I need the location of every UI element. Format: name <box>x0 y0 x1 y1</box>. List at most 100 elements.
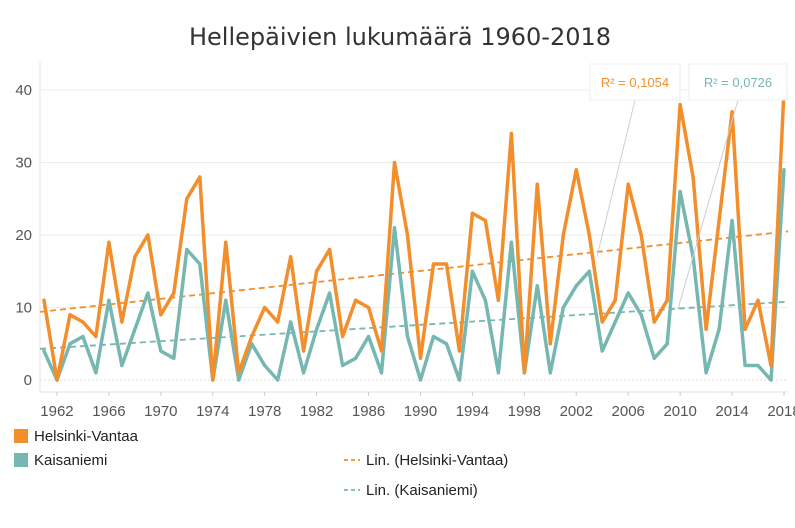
r2-leader-line <box>596 99 636 257</box>
data-point <box>237 378 241 382</box>
data-point <box>756 363 760 368</box>
y-tick-label: 10 <box>15 300 32 317</box>
data-point <box>185 197 189 201</box>
data-point <box>146 233 150 237</box>
data-point <box>379 371 384 375</box>
data-point <box>68 313 72 317</box>
data-point <box>769 378 773 382</box>
legend-swatch <box>14 429 28 443</box>
data-point <box>496 298 500 302</box>
y-tick-label: 30 <box>15 155 32 172</box>
data-point <box>483 298 488 302</box>
chart-title: Hellepäivien lukumäärä 1960-2018 <box>189 23 611 51</box>
data-point <box>470 211 475 215</box>
axes: 0 10 20 30 40 1962 1966 1970 1974 1978 1982 1986 199… <box>15 62 795 420</box>
data-point <box>600 320 604 324</box>
data-point <box>444 342 449 346</box>
data-point <box>250 334 254 339</box>
data-point <box>133 255 137 259</box>
x-tick-label: 1970 <box>144 403 177 420</box>
data-point <box>133 327 137 331</box>
data-point <box>431 262 436 266</box>
data-point <box>211 378 215 382</box>
data-point <box>691 175 695 179</box>
r2-label: R² = 0,0726 <box>704 75 772 90</box>
data-point <box>483 218 488 223</box>
series-lines <box>42 88 786 382</box>
x-tick-label: 2006 <box>612 403 645 420</box>
data-point <box>639 313 643 317</box>
data-point <box>574 168 578 172</box>
x-tick-label: 1962 <box>40 403 73 420</box>
y-tick-label: 40 <box>15 82 32 99</box>
data-point <box>107 240 111 244</box>
data-point <box>509 240 513 244</box>
data-point <box>587 233 591 237</box>
data-point <box>42 349 46 353</box>
data-point <box>81 334 85 339</box>
x-tick-label: 1974 <box>196 403 229 420</box>
data-point <box>639 233 643 237</box>
data-point <box>457 378 462 382</box>
legend-label: Lin. (Kaisaniemi) <box>366 482 478 499</box>
data-point <box>431 334 436 339</box>
data-point <box>587 269 591 273</box>
legend-label: Kaisaniemi <box>34 452 107 469</box>
data-point <box>172 356 176 360</box>
data-point <box>120 363 124 368</box>
data-point <box>626 182 630 186</box>
data-point <box>315 269 319 273</box>
data-point <box>198 262 202 266</box>
data-point <box>561 305 565 310</box>
data-point <box>652 320 656 324</box>
data-point <box>522 371 526 375</box>
data-point <box>652 356 656 360</box>
data-point <box>509 131 513 136</box>
data-point <box>340 363 345 368</box>
data-point <box>224 240 228 244</box>
legend-swatch <box>14 453 28 467</box>
data-point <box>172 291 176 295</box>
data-point <box>276 378 280 382</box>
data-point <box>94 334 98 339</box>
data-point <box>717 327 721 331</box>
data-point <box>328 247 332 252</box>
trendline-helsinki-vantaa <box>39 230 789 313</box>
x-tick-label: 1990 <box>404 403 437 420</box>
data-point <box>613 320 617 324</box>
data-point <box>159 349 163 353</box>
data-point <box>678 102 682 107</box>
data-point <box>353 298 358 302</box>
data-point <box>146 291 150 295</box>
data-point <box>340 334 345 339</box>
data-point <box>782 168 786 172</box>
series-line-kaisaniemi <box>42 168 786 382</box>
data-point <box>730 218 734 223</box>
y-tick-label: 20 <box>15 227 32 244</box>
data-point <box>548 371 552 375</box>
data-point <box>315 327 319 331</box>
data-point <box>665 298 669 302</box>
data-point <box>678 189 682 194</box>
x-tick-label: 1986 <box>352 403 385 420</box>
data-point <box>379 349 384 353</box>
data-point <box>704 371 708 375</box>
x-tick-label: 1994 <box>456 403 489 420</box>
data-point <box>42 298 46 302</box>
data-point <box>328 291 332 295</box>
data-point <box>496 371 500 375</box>
data-point <box>289 320 293 324</box>
data-point <box>107 298 111 302</box>
x-tick-label: 1998 <box>508 403 541 420</box>
data-point <box>276 320 280 324</box>
data-point <box>613 298 617 302</box>
x-tick-label: 1978 <box>248 403 281 420</box>
data-point <box>548 342 552 346</box>
data-point <box>68 342 72 346</box>
data-point <box>626 291 630 295</box>
x-tick-label: 2010 <box>663 403 696 420</box>
data-point <box>704 327 708 331</box>
data-point <box>535 182 539 186</box>
data-point <box>665 342 669 346</box>
